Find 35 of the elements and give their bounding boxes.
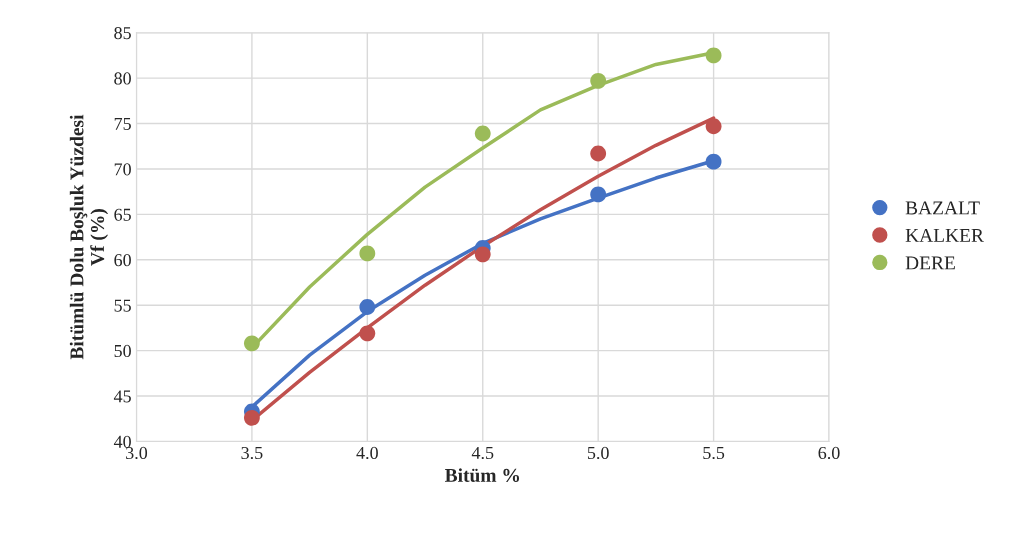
point bbox=[359, 245, 376, 262]
point bbox=[705, 153, 722, 170]
y-tick-label: 70 bbox=[114, 163, 131, 176]
x-tick-label: 4.0 bbox=[356, 446, 378, 460]
x-tick-label: 3.0 bbox=[126, 446, 148, 460]
point bbox=[705, 47, 722, 64]
point bbox=[590, 72, 607, 89]
y-tick-label: 55 bbox=[114, 299, 131, 312]
point bbox=[474, 246, 491, 263]
point bbox=[243, 409, 260, 426]
y-tick-label: 60 bbox=[114, 254, 131, 267]
point bbox=[243, 335, 260, 352]
y-tick-label: 50 bbox=[114, 344, 131, 358]
y-tick-label: 40 bbox=[113, 435, 131, 448]
x-tick-label: 5.0 bbox=[587, 446, 609, 460]
legend-label: KALKER bbox=[905, 228, 984, 242]
point bbox=[705, 118, 722, 135]
y-tick-label: 45 bbox=[113, 390, 131, 403]
legend-label: BAZALT bbox=[905, 201, 980, 215]
x-tick-label: 6.0 bbox=[818, 446, 840, 460]
y-axis-title: Bitümlü Dolu Boşluk Yüzdesi Vf (%) bbox=[69, 114, 109, 360]
point bbox=[590, 145, 607, 162]
point bbox=[359, 299, 376, 315]
point bbox=[590, 186, 607, 203]
x-tick-label: 3.5 bbox=[241, 446, 263, 460]
x-axis-title: Bitüm % bbox=[444, 468, 520, 482]
y-tick-label: 65 bbox=[114, 208, 131, 221]
y-tick-label: 75 bbox=[114, 117, 131, 130]
x-tick-label: 4.5 bbox=[471, 446, 494, 460]
x-tick-label: 5.5 bbox=[703, 447, 725, 460]
point bbox=[359, 325, 376, 342]
y-tick-label: 80 bbox=[114, 72, 131, 85]
point bbox=[474, 125, 491, 142]
y-tick-label: 85 bbox=[114, 26, 131, 40]
legend-label: DERE bbox=[905, 256, 955, 270]
